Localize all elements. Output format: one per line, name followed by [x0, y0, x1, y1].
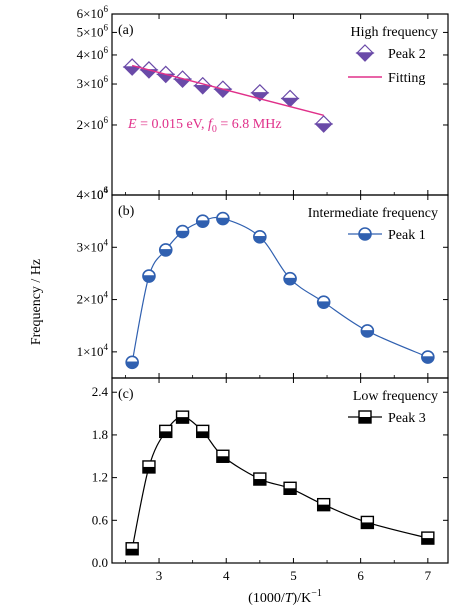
x-tick-label-6: 6: [357, 568, 364, 583]
data-point-b-5: [216, 211, 230, 226]
y-tick-label-a: 5×106: [77, 22, 109, 39]
y-tick-label-c: 0.0: [92, 555, 108, 570]
data-point-c-6: [253, 472, 267, 486]
panel-label-b: (b): [118, 204, 135, 219]
data-point-c-7: [283, 481, 297, 495]
y-tick-label-c: 1.2: [92, 470, 108, 485]
data-point-c-0: [125, 542, 139, 556]
data-point-b-9: [360, 324, 375, 338]
y-tick-label-c: 1.8: [92, 427, 108, 442]
x-tick-label-5: 5: [290, 568, 297, 583]
panel-title-c: Low frequency: [353, 389, 438, 404]
legend-label-b-0: Peak 1: [388, 228, 426, 243]
series-line-b: [131, 216, 429, 363]
data-point-b-6: [253, 230, 267, 244]
data-point-b-10: [421, 350, 435, 364]
legend-swatch-c: [358, 410, 372, 424]
y-tick-label-b: 1×104: [77, 342, 109, 359]
panel-label-c: (c): [118, 387, 134, 402]
x-tick-label-3: 3: [156, 568, 163, 583]
data-point-b-0: [125, 355, 139, 370]
x-axis-tick-labels: 3 4 5 6 7: [156, 568, 432, 583]
data-point-b-7: [283, 271, 297, 286]
panel-b: 1×104 2×104 3×104 4×104 (b) Intermediate freq…: [77, 185, 449, 379]
data-point-a-8: [314, 115, 334, 133]
panel-c: 0.0 0.6 1.2 1.8 2.4 (c) Low frequency Peak 3: [92, 377, 449, 570]
legend-label-a-1: Fitting: [388, 71, 425, 86]
x-tick-label-7: 7: [425, 568, 432, 583]
data-point-c-8: [316, 497, 331, 512]
plot-frame-c: [111, 377, 449, 564]
y-axis-label: Frequency / Hz: [29, 259, 44, 345]
legend-label-a-0: Peak 2: [388, 47, 426, 62]
fit-line: [131, 64, 324, 117]
legend-swatch-b: [358, 227, 372, 241]
legend-swatch-a: [355, 44, 375, 62]
data-point-c-1: [142, 460, 156, 474]
data-point-a-0: [122, 58, 142, 76]
y-tick-label-b: 3×104: [77, 237, 109, 254]
data-point-b-1: [142, 269, 156, 283]
y-tick-label-c: 2.4: [92, 384, 109, 399]
y-tick-label-b: 4×104: [77, 185, 109, 202]
y-tick-label-a: 6×106: [77, 4, 109, 21]
y-tick-label-a: 2×106: [77, 115, 109, 132]
annotation-energy-fit: E = 0.015 eV, f0 = 6.8 MHz: [127, 117, 282, 135]
data-point-b-8: [316, 295, 331, 309]
legend-label-c-0: Peak 3: [388, 411, 426, 426]
panel-title-a: High frequency: [351, 25, 438, 40]
plot-frame-b: [111, 194, 449, 379]
x-axis-label: (1000/T)/K−1: [248, 588, 322, 606]
panel-label-a: (a): [118, 23, 134, 38]
data-point-a-6: [250, 83, 270, 102]
panel-title-b: Intermediate frequency: [308, 206, 438, 221]
data-point-b-4: [195, 214, 210, 228]
series-line-c: [131, 416, 428, 549]
data-point-c-4: [196, 424, 210, 439]
y-tick-label-a: 106: [91, 185, 109, 202]
data-point-a-4: [193, 76, 213, 95]
y-tick-label-a: 4×106: [77, 45, 109, 62]
data-point-c-2: [159, 424, 173, 439]
y-tick-label-c: 0.6: [92, 512, 109, 527]
data-point-b-3: [175, 224, 190, 239]
data-point-a-7: [280, 89, 300, 108]
x-tick-label-4: 4: [223, 568, 230, 583]
data-point-c-10: [421, 531, 435, 545]
y-tick-label-b: 2×104: [77, 290, 109, 307]
data-point-c-5: [216, 449, 230, 463]
data-point-b-2: [158, 243, 173, 257]
data-point-c-3: [175, 410, 190, 424]
y-tick-label-a: 3×106: [77, 74, 109, 91]
data-point-c-9: [360, 515, 375, 530]
